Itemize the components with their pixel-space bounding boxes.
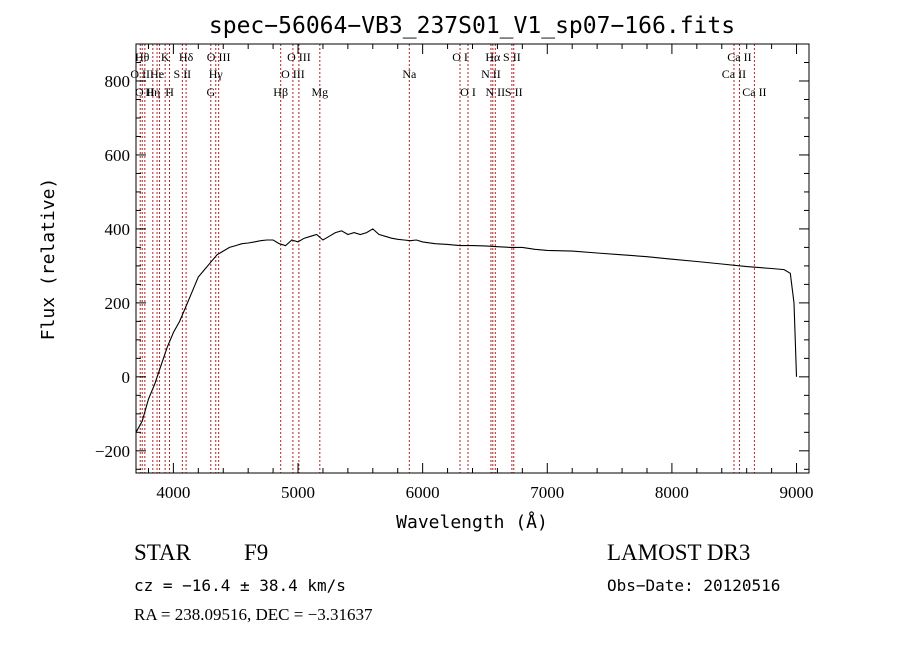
- observation-date: Obs−Date: 20120516: [607, 576, 780, 595]
- chart-title: spec−56064−VB3_237S01_V1_sp07−166.fits: [209, 13, 735, 39]
- line-label: Mg: [311, 85, 328, 99]
- object-class: STAR: [134, 540, 192, 565]
- x-tick-label: 5000: [281, 483, 315, 502]
- line-label: S II: [174, 67, 192, 81]
- survey-name: LAMOST DR3: [607, 540, 750, 565]
- line-label: Ca II: [742, 85, 766, 99]
- line-label: O I: [460, 85, 476, 99]
- x-tick-label: 7000: [530, 483, 564, 502]
- line-label: Na: [402, 67, 417, 81]
- x-axis-label: Wavelength (Å): [396, 511, 548, 533]
- line-label: Hγ: [209, 67, 224, 81]
- line-label: K: [161, 50, 170, 64]
- line-label: O II: [135, 85, 155, 99]
- spectral-line-markers: [139, 44, 755, 473]
- line-label: G: [206, 85, 215, 99]
- redshift-cz: cz = −16.4 ± 38.4 km/s: [134, 576, 346, 595]
- line-label: N II: [485, 85, 505, 99]
- line-label: Hθ: [135, 50, 150, 64]
- line-label: N II: [481, 67, 501, 81]
- coordinates: RA = 238.09516, DEC = −3.31637: [134, 605, 373, 624]
- x-tick-label: 4000: [156, 483, 190, 502]
- x-axis-ticks: 4000 5000 6000 7000 8000 9000: [147, 44, 814, 502]
- y-tick-label: 800: [105, 72, 131, 91]
- line-label: Ca II: [727, 50, 751, 64]
- line-label: S II: [505, 85, 523, 99]
- line-label: He: [150, 67, 164, 81]
- plot-frame: [135, 43, 810, 474]
- line-label: O III: [281, 67, 305, 81]
- x-tick-label: 6000: [406, 483, 440, 502]
- line-label: O III: [207, 50, 231, 64]
- line-label: O III: [287, 50, 311, 64]
- x-tick-label: 8000: [655, 483, 689, 502]
- y-tick-label: 0: [122, 368, 131, 387]
- line-label: Hα: [485, 50, 501, 64]
- y-axis-label: Flux (relative): [38, 178, 59, 341]
- y-axis-ticks: −200 0 200 400 600 800: [95, 43, 809, 470]
- line-label: H: [165, 85, 174, 99]
- x-tick-label: 9000: [780, 483, 814, 502]
- object-subclass: F9: [244, 540, 268, 565]
- line-label: Hβ: [273, 85, 288, 99]
- line-label: S II: [503, 50, 521, 64]
- line-label: Ca II: [722, 67, 746, 81]
- line-label: O II: [130, 67, 150, 81]
- flux-series-line: [135, 228, 798, 433]
- y-tick-label: −200: [95, 442, 130, 461]
- y-tick-label: 400: [105, 220, 131, 239]
- y-tick-label: 200: [105, 294, 131, 313]
- y-tick-label: 600: [105, 146, 131, 165]
- line-label: Hδ: [179, 50, 194, 64]
- line-label: Hη: [145, 85, 160, 99]
- line-label: O I: [452, 50, 468, 64]
